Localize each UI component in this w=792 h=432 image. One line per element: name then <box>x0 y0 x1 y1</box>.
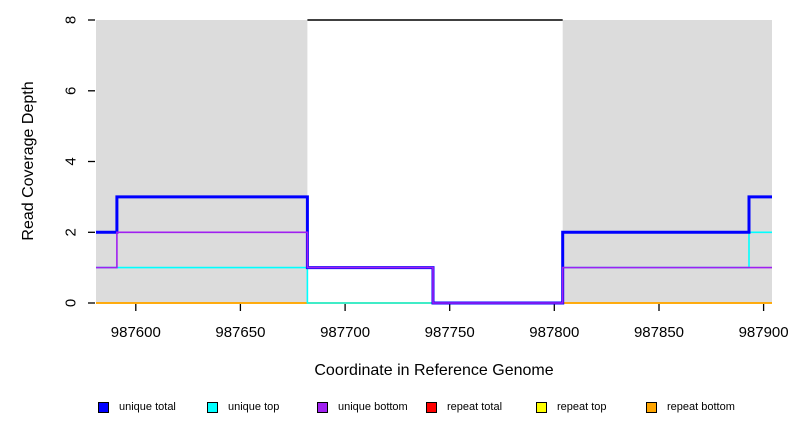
legend-swatch-icon <box>317 401 328 413</box>
legend-label: unique total <box>119 401 176 413</box>
legend-label: repeat top <box>557 401 607 413</box>
x-axis-tick-label: 987600 <box>111 324 161 341</box>
x-axis-tick-label: 987900 <box>739 324 789 341</box>
y-axis-tick-label: 4 <box>63 157 80 165</box>
x-axis-tick-label: 987650 <box>215 324 265 341</box>
x-axis-tick-label: 987750 <box>425 324 475 341</box>
legend-swatch-icon <box>536 401 547 413</box>
y-axis-tick-label: 0 <box>63 299 80 307</box>
coverage-chart: 987600 987650 987700 987750 987800 987850 9879… <box>63 16 789 341</box>
legend-item-unique-top: unique top <box>207 398 279 416</box>
x-axis-title: Coordinate in Reference Genome <box>314 362 554 379</box>
repeat-region-left <box>96 20 308 303</box>
y-axis-title: Read Coverage Depth <box>20 81 37 241</box>
legend-item-unique-total: unique total <box>98 398 176 416</box>
series-unique-bottom <box>96 231 772 304</box>
legend-item-repeat-top: repeat top <box>536 398 607 416</box>
legend-swatch-icon <box>426 401 437 413</box>
legend-swatch-icon <box>207 401 218 413</box>
legend: unique total unique top unique bottom re… <box>0 398 792 418</box>
x-axis-tick-label: 987700 <box>320 324 370 341</box>
legend-item-repeat-total: repeat total <box>426 398 502 416</box>
legend-swatch-icon <box>98 401 109 413</box>
legend-swatch-icon <box>646 401 657 413</box>
y-axis-tick-label: 8 <box>63 16 80 24</box>
x-axis-tick-label: 987800 <box>529 324 579 341</box>
legend-item-unique-bottom: unique bottom <box>317 398 408 416</box>
x-axis-tick-label: 987850 <box>634 324 684 341</box>
legend-label: repeat bottom <box>667 401 735 413</box>
y-axis-tick-label: 6 <box>63 87 80 95</box>
y-axis-tick-label: 2 <box>63 228 80 236</box>
legend-label: unique bottom <box>338 401 408 413</box>
repeat-region-right <box>562 20 772 303</box>
legend-item-repeat-bottom: repeat bottom <box>646 398 735 416</box>
legend-label: unique top <box>228 401 280 413</box>
legend-label: repeat total <box>447 401 503 413</box>
